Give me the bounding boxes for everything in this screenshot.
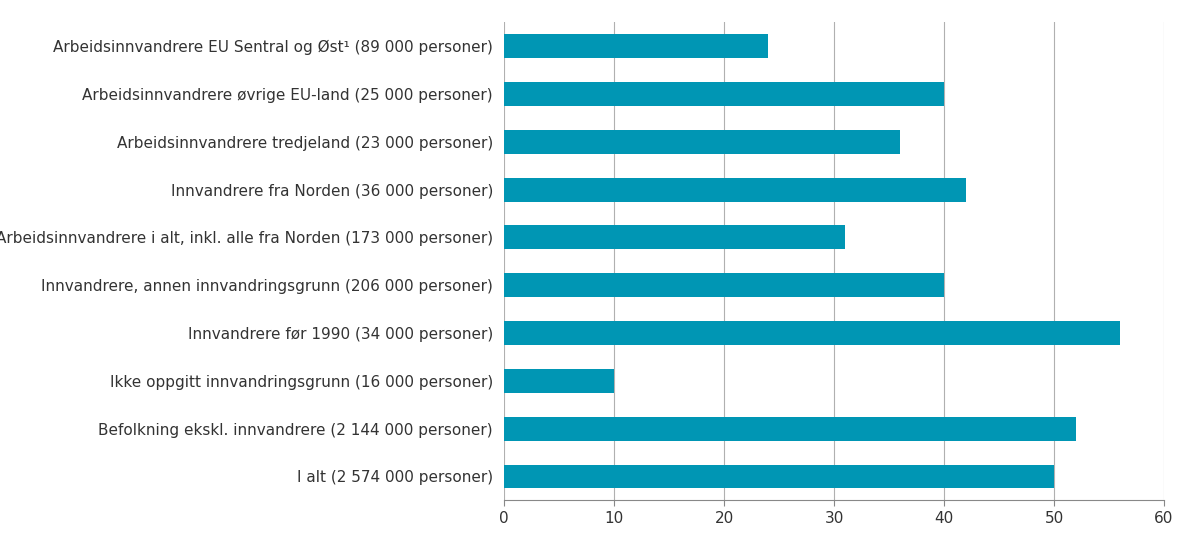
Bar <box>504 321 1120 345</box>
Bar <box>504 417 1076 440</box>
Bar <box>504 273 944 297</box>
Bar <box>504 225 845 249</box>
Bar <box>504 178 966 201</box>
Bar <box>504 34 768 58</box>
Bar <box>504 82 944 106</box>
Bar <box>504 369 614 393</box>
Bar <box>504 465 1054 489</box>
Bar <box>504 130 900 153</box>
